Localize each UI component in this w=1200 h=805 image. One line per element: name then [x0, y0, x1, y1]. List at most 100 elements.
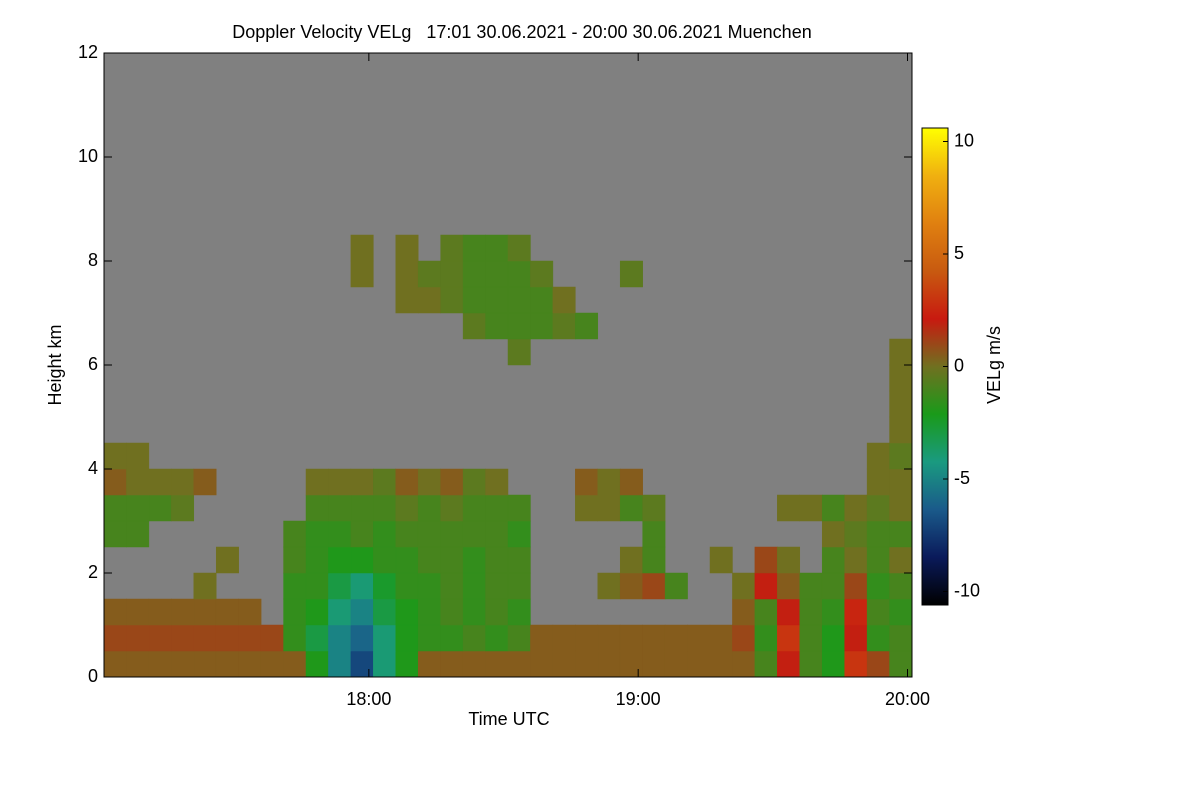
- cell: [754, 624, 778, 652]
- cell: [171, 494, 195, 522]
- cell: [440, 468, 464, 496]
- cell: [866, 442, 890, 470]
- cell: [777, 624, 801, 652]
- cell: [126, 520, 150, 548]
- cell: [709, 546, 733, 574]
- cell: [238, 624, 262, 652]
- cell: [687, 650, 711, 678]
- y-axis-label: Height km: [45, 324, 65, 405]
- cell: [642, 624, 666, 652]
- cell: [844, 494, 868, 522]
- cell: [889, 546, 913, 574]
- cell: [103, 494, 127, 522]
- cell: [575, 650, 599, 678]
- colorbar-tick-label: 0: [954, 355, 964, 375]
- cell: [462, 598, 486, 626]
- y-tick-label: 6: [88, 354, 98, 374]
- cell: [328, 468, 352, 496]
- cell: [530, 286, 554, 314]
- cell: [889, 520, 913, 548]
- cell: [171, 624, 195, 652]
- cell: [126, 468, 150, 496]
- cell: [485, 624, 509, 652]
- cell: [395, 624, 419, 652]
- cell: [440, 598, 464, 626]
- cell: [283, 650, 307, 678]
- cell: [417, 546, 441, 574]
- cell: [844, 598, 868, 626]
- cell: [373, 650, 397, 678]
- cell: [485, 312, 509, 340]
- cell: [305, 546, 329, 574]
- cell: [866, 494, 890, 522]
- cell: [193, 624, 217, 652]
- y-tick-label: 2: [88, 562, 98, 582]
- cell: [507, 598, 531, 626]
- cell: [103, 468, 127, 496]
- cell: [305, 650, 329, 678]
- cell: [799, 624, 823, 652]
- cell: [417, 598, 441, 626]
- cell: [821, 546, 845, 574]
- cell: [732, 598, 756, 626]
- cell: [148, 468, 172, 496]
- cell: [575, 494, 599, 522]
- cell: [395, 234, 419, 262]
- cell: [799, 494, 823, 522]
- cell: [350, 494, 374, 522]
- cell: [642, 650, 666, 678]
- cell: [193, 650, 217, 678]
- cell: [238, 598, 262, 626]
- cell: [821, 650, 845, 678]
- cell: [260, 650, 284, 678]
- cell: [350, 468, 374, 496]
- cell: [462, 624, 486, 652]
- cell: [395, 494, 419, 522]
- y-tick-label: 12: [78, 42, 98, 62]
- cell: [283, 520, 307, 548]
- cell: [193, 598, 217, 626]
- cell: [171, 650, 195, 678]
- cell: [575, 468, 599, 496]
- cell: [889, 572, 913, 600]
- cell: [373, 598, 397, 626]
- cell: [777, 546, 801, 574]
- cell: [552, 312, 576, 340]
- cell: [417, 494, 441, 522]
- cell: [373, 520, 397, 548]
- cell: [485, 286, 509, 314]
- cell: [440, 260, 464, 288]
- cell: [462, 494, 486, 522]
- colorbar-tick-label: -10: [954, 580, 980, 600]
- cell: [350, 598, 374, 626]
- cell: [485, 650, 509, 678]
- cell: [328, 572, 352, 600]
- cell: [642, 546, 666, 574]
- cell: [799, 598, 823, 626]
- cell: [866, 650, 890, 678]
- cell: [350, 520, 374, 548]
- x-tick-label: 20:00: [885, 689, 930, 709]
- cell: [260, 624, 284, 652]
- cell: [373, 468, 397, 496]
- cell: [507, 494, 531, 522]
- cell: [754, 650, 778, 678]
- cell: [889, 338, 913, 366]
- cell: [844, 624, 868, 652]
- cell: [552, 286, 576, 314]
- cell: [597, 494, 621, 522]
- cell: [754, 546, 778, 574]
- cell: [417, 650, 441, 678]
- cell: [440, 546, 464, 574]
- cell: [171, 598, 195, 626]
- cell: [328, 494, 352, 522]
- cell: [462, 286, 486, 314]
- cell: [440, 520, 464, 548]
- cell: [866, 468, 890, 496]
- x-tick-label: 19:00: [616, 689, 661, 709]
- cell: [395, 468, 419, 496]
- cell: [507, 572, 531, 600]
- x-axis-label: Time UTC: [468, 709, 549, 729]
- cell: [171, 468, 195, 496]
- cell: [462, 312, 486, 340]
